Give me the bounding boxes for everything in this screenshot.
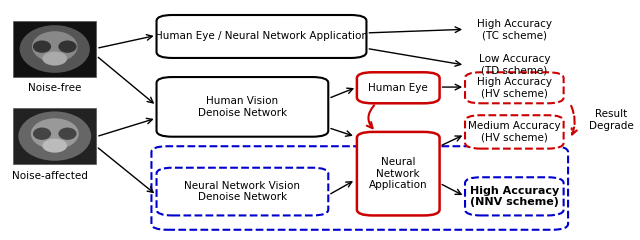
- FancyBboxPatch shape: [357, 72, 440, 103]
- Text: High Accuracy
(HV scheme): High Accuracy (HV scheme): [477, 77, 552, 99]
- Text: High Accuracy
(NNV scheme): High Accuracy (NNV scheme): [470, 186, 559, 207]
- FancyBboxPatch shape: [465, 72, 564, 103]
- FancyBboxPatch shape: [157, 77, 328, 137]
- FancyBboxPatch shape: [465, 177, 564, 216]
- FancyBboxPatch shape: [357, 132, 440, 216]
- Ellipse shape: [58, 41, 77, 53]
- Ellipse shape: [31, 118, 79, 149]
- Text: High Accuracy
(TC scheme): High Accuracy (TC scheme): [477, 18, 552, 40]
- FancyBboxPatch shape: [157, 168, 328, 216]
- Ellipse shape: [19, 111, 91, 161]
- Ellipse shape: [42, 139, 67, 153]
- Text: Human Vision
Denoise Network: Human Vision Denoise Network: [198, 96, 287, 118]
- FancyBboxPatch shape: [13, 21, 96, 77]
- Ellipse shape: [42, 52, 67, 66]
- Ellipse shape: [20, 25, 90, 73]
- Ellipse shape: [33, 41, 51, 53]
- FancyBboxPatch shape: [13, 108, 96, 164]
- Ellipse shape: [32, 31, 77, 62]
- Text: Noise-free: Noise-free: [28, 83, 81, 93]
- FancyBboxPatch shape: [465, 115, 564, 149]
- Text: Human Eye: Human Eye: [369, 83, 428, 93]
- Text: Noise-affected: Noise-affected: [12, 171, 88, 181]
- Text: Neural
Network
Application: Neural Network Application: [369, 157, 428, 190]
- Text: Low Accuracy
(TD scheme): Low Accuracy (TD scheme): [479, 54, 550, 76]
- Text: Human Eye / Neural Network Application: Human Eye / Neural Network Application: [155, 31, 368, 42]
- FancyBboxPatch shape: [157, 15, 367, 58]
- Text: Result
Degrade: Result Degrade: [589, 109, 634, 131]
- Text: Neural Network Vision
Denoise Network: Neural Network Vision Denoise Network: [184, 181, 300, 202]
- Ellipse shape: [33, 127, 51, 140]
- Text: Medium Accuracy
(HV scheme): Medium Accuracy (HV scheme): [468, 121, 561, 143]
- Ellipse shape: [58, 127, 77, 140]
